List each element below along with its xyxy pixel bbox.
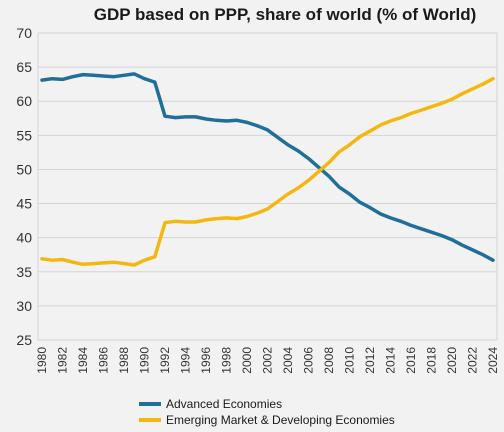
- x-tick-label-2010: 2010: [343, 347, 357, 374]
- y-tick-label-40: 40: [16, 230, 32, 246]
- x-tick-label-2014: 2014: [384, 347, 398, 374]
- y-tick-label-25: 25: [16, 332, 32, 348]
- legend-label-advanced-economies: Advanced Economies: [166, 397, 282, 411]
- y-tick-label-50: 50: [16, 161, 32, 177]
- x-tick-label-2024: 2024: [486, 347, 500, 374]
- x-tick-label-1990: 1990: [138, 347, 152, 374]
- x-tick-label-1992: 1992: [158, 347, 172, 374]
- chart-title: GDP based on PPP, share of world (% of W…: [94, 5, 477, 24]
- x-tick-label-1998: 1998: [220, 347, 234, 374]
- series-line-emerging-market-developing-economies: [40, 76, 495, 267]
- series-lines: [40, 72, 495, 267]
- y-tick-label-55: 55: [16, 127, 32, 143]
- y-axis-tick-labels: 25 30 35 40 45 50 55 60 65 70: [16, 25, 32, 348]
- x-tick-label-1984: 1984: [76, 347, 90, 374]
- x-tick-label-1986: 1986: [97, 347, 111, 374]
- x-tick-label-1980: 1980: [35, 347, 49, 374]
- y-tick-label-60: 60: [16, 93, 32, 109]
- y-tick-label-70: 70: [16, 25, 32, 41]
- x-tick-label-2018: 2018: [425, 347, 439, 374]
- x-tick-label-2002: 2002: [261, 347, 275, 374]
- y-tick-label-35: 35: [16, 264, 32, 280]
- y-tick-label-30: 30: [16, 298, 32, 314]
- legend-label-emerging-market-developing-economies: Emerging Market & Developing Economies: [166, 413, 395, 427]
- x-tick-label-1982: 1982: [56, 347, 70, 374]
- y-tick-label-65: 65: [16, 59, 32, 75]
- x-tick-label-2000: 2000: [240, 347, 254, 374]
- x-tick-label-2016: 2016: [404, 347, 418, 374]
- x-tick-label-2006: 2006: [302, 347, 316, 374]
- x-tick-label-2022: 2022: [466, 347, 480, 374]
- legend: Advanced Economies Emerging Market & Dev…: [139, 397, 395, 427]
- y-tick-label-45: 45: [16, 196, 32, 212]
- x-tick-label-2004: 2004: [281, 347, 295, 374]
- gridlines: [37, 32, 498, 341]
- x-tick-label-1988: 1988: [117, 347, 131, 374]
- x-tick-label-2020: 2020: [445, 347, 459, 374]
- x-tick-label-2008: 2008: [322, 347, 336, 374]
- x-tick-label-2012: 2012: [363, 347, 377, 374]
- x-tick-label-1996: 1996: [199, 347, 213, 374]
- series-line-advanced-economies: [40, 72, 495, 262]
- x-axis-tick-labels: 1980 1982 1984 1986 1988 1990 1992 1994 1996 1998…: [35, 347, 500, 374]
- x-tick-label-1994: 1994: [179, 347, 193, 374]
